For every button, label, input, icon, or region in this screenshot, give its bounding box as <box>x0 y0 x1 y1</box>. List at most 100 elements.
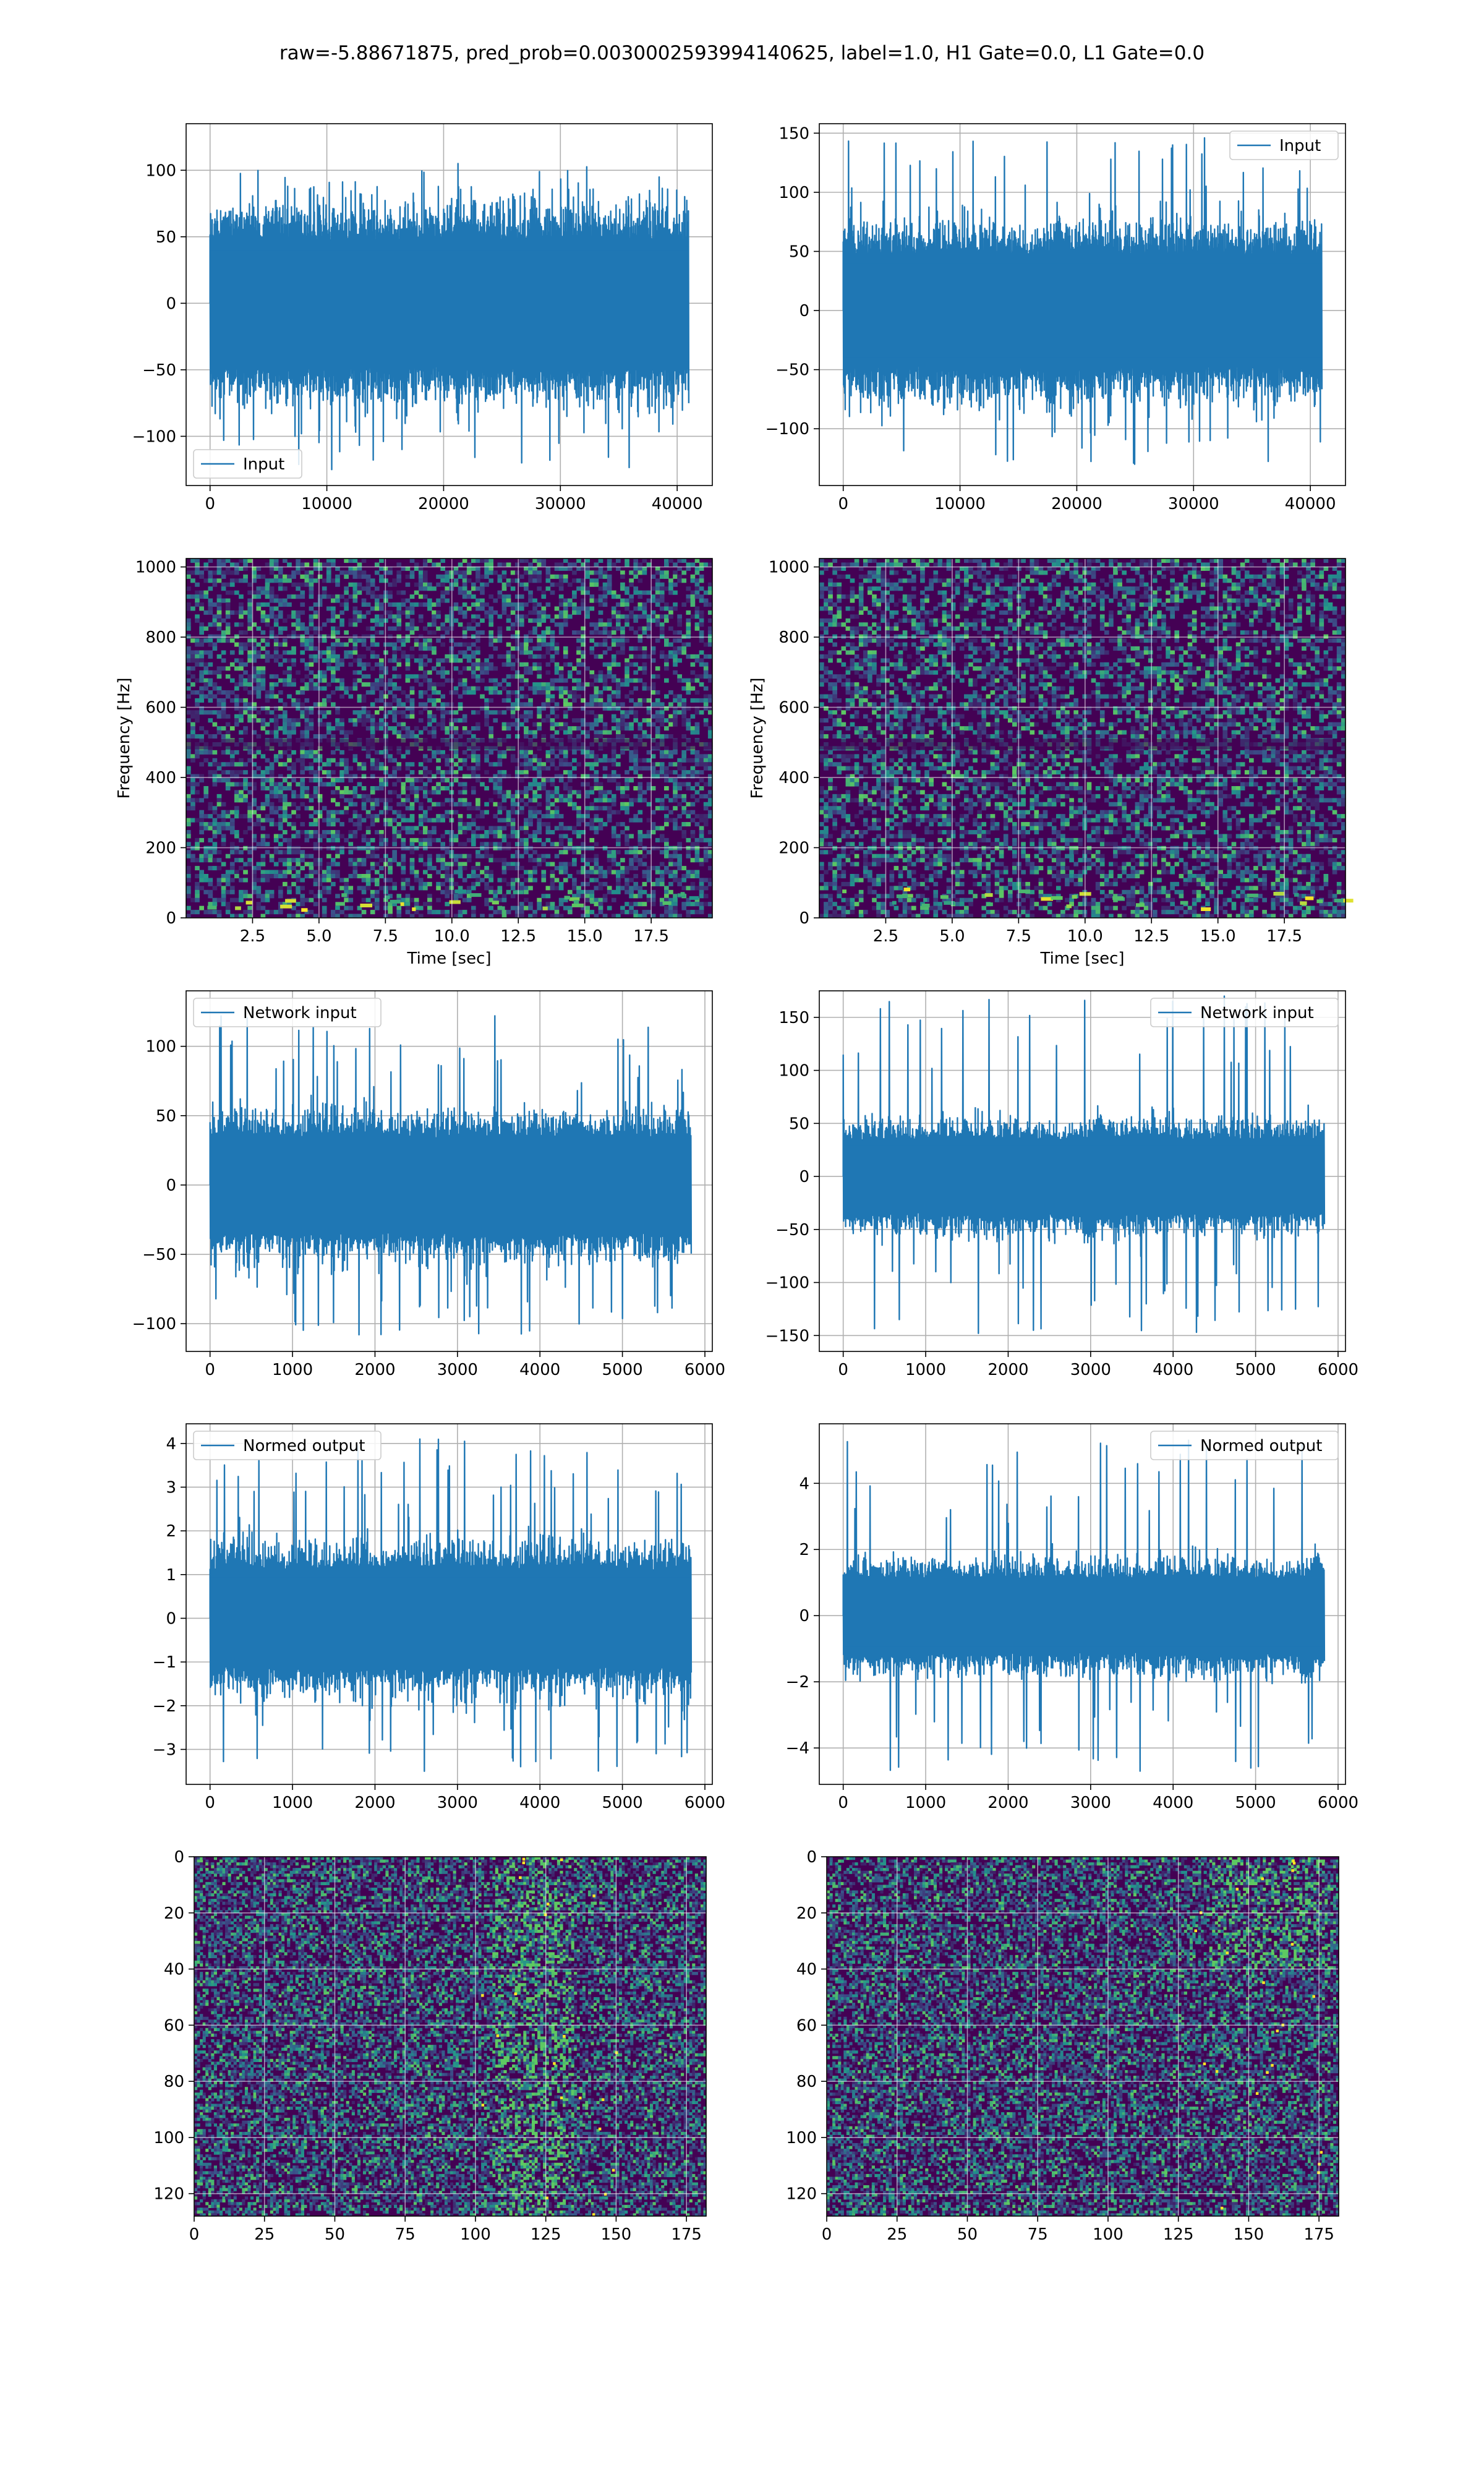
x-tick-label: 75 <box>395 2225 416 2244</box>
heatmap-hot-pixel <box>1276 2029 1279 2032</box>
tick-labels: 2.5 5.0 7.5 10.0 12.5 15.0 17.5 0 200 400 600 800 10… <box>769 559 1302 946</box>
y-tick-label: 20 <box>164 1904 184 1923</box>
heatmap-streak <box>680 892 685 896</box>
heatmap-hot-pixel <box>1312 1995 1315 1998</box>
x-tick-label: 0 <box>838 1361 848 1379</box>
x-tick-label: 15.0 <box>1200 927 1236 946</box>
y-tick-label: 1000 <box>769 559 809 577</box>
chart-spec-right: 2.5 5.0 7.5 10.0 12.5 15.0 17.5 0 200 400 600 800 10… <box>748 558 1354 968</box>
heatmap-cells <box>819 559 1354 918</box>
x-tick-label: 1000 <box>905 1361 946 1379</box>
x-tick-label: 5.0 <box>306 927 331 946</box>
y-tick-label: 0 <box>799 1607 809 1625</box>
axes-frame <box>186 558 713 918</box>
x-axis-label: Time [sec] <box>1039 949 1124 968</box>
x-tick-label: 4000 <box>519 1794 560 1812</box>
y-tick-label: 2 <box>166 1522 176 1541</box>
x-tick-label: 4000 <box>1153 1794 1193 1812</box>
x-tick-label: 6000 <box>1318 1361 1358 1379</box>
tick-labels: 0 10000 20000 30000 40000 −100 −50 0 50 100 150 <box>765 124 1336 513</box>
x-tick-label: 2000 <box>354 1794 395 1812</box>
x-tick-label: 0 <box>189 2225 200 2244</box>
tick-labels: 0 25 50 75 100 125 150 175 0 20 40 60 80 100 120 <box>153 1848 702 2244</box>
heatmap-streak <box>1305 896 1314 901</box>
axes-frame <box>186 123 713 486</box>
heatmap-streak <box>449 900 461 904</box>
heatmap-streak <box>341 893 346 897</box>
y-tick-label: 80 <box>796 2073 817 2091</box>
y-tick-label: 800 <box>778 628 809 647</box>
x-tick-label: 25 <box>254 2225 275 2244</box>
tick-labels: 2.5 5.0 7.5 10.0 12.5 15.0 17.5 0 200 400 600 800 10… <box>135 559 669 946</box>
legend-box <box>1150 998 1339 1027</box>
x-tick-label: 150 <box>601 2225 632 2244</box>
heatmap-hot-pixel <box>481 2104 485 2107</box>
x-tick-label: 30000 <box>535 495 586 513</box>
heatmap-hot-pixel <box>603 2193 607 2196</box>
axes-frame <box>186 1423 713 1785</box>
x-tick-label: 40000 <box>1285 495 1336 513</box>
y-tick-label: −50 <box>142 361 176 380</box>
y-tick-label: 100 <box>778 184 809 202</box>
x-tick-label: 20000 <box>418 495 469 513</box>
figure-suptitle: raw=-5.88671875, pred_prob=0.00300025939… <box>0 42 1484 64</box>
legend: Normed output <box>193 1431 382 1460</box>
heatmap-streak <box>842 889 846 894</box>
heatmap-streak <box>454 889 466 894</box>
chart-spec-left: 2.5 5.0 7.5 10.0 12.5 15.0 17.5 0 200 400 600 800 10… <box>115 558 713 968</box>
heatmap-streak <box>301 908 308 912</box>
grid-lines <box>819 559 1345 918</box>
heatmap-hot-pixel <box>545 2196 548 2199</box>
legend: Network input <box>193 998 382 1027</box>
tick-labels: 0 25 50 75 100 125 150 175 0 20 40 60 80 100 120 <box>786 1848 1334 2244</box>
heatmap-streak <box>1273 892 1285 896</box>
heatmap-streak <box>689 896 699 900</box>
heatmap-hot-pixel <box>1220 2206 1224 2210</box>
y-tick-label: 400 <box>778 769 809 787</box>
heatmap-streak <box>1300 901 1307 905</box>
x-tick-label: 2.5 <box>873 927 898 946</box>
series-band <box>843 1145 1324 1207</box>
y-tick-label: 400 <box>145 769 176 787</box>
legend: Normed output <box>1150 1431 1339 1460</box>
series-band <box>843 263 1322 357</box>
y-tick-label: −4 <box>786 1739 809 1758</box>
y-tick-label: 4 <box>166 1435 176 1453</box>
y-axis-label: Frequency [Hz] <box>115 677 134 798</box>
chart-feat-right: 0 25 50 75 100 125 150 175 0 20 40 60 80 100 120 <box>786 1848 1339 2244</box>
heatmap-hot-pixel <box>598 2127 602 2131</box>
x-tick-label: 5000 <box>1235 1794 1276 1812</box>
x-tick-label: 10.0 <box>434 927 470 946</box>
heatmap-streak <box>1072 895 1077 899</box>
heatmap-streak <box>335 902 345 906</box>
y-tick-label: 3 <box>166 1478 176 1497</box>
axes-frame <box>186 990 713 1352</box>
y-tick-label: −3 <box>153 1740 176 1759</box>
chart-norm-right: 0 1000 2000 3000 4000 5000 6000 −4 −2 0 2 4 Normed o… <box>786 1423 1358 1812</box>
heatmap-hot-pixel <box>1320 2151 1323 2154</box>
y-tick-label: 100 <box>786 2129 817 2147</box>
axes-frame <box>819 123 1346 486</box>
legend-label: Input <box>1279 137 1321 155</box>
y-tick-label: 40 <box>164 1961 184 1979</box>
heatmap-streak <box>571 903 584 907</box>
x-tick-label: 2000 <box>987 1361 1028 1379</box>
heatmap-hot-pixel <box>519 1876 522 1879</box>
heatmap-hot-pixel <box>1255 2092 1259 2095</box>
y-tick-label: 60 <box>796 2016 817 2035</box>
series-band <box>210 250 689 356</box>
heatmap-hot-pixel <box>1292 1859 1295 1862</box>
heatmap-streak <box>1066 904 1072 909</box>
x-tick-label: 15.0 <box>567 927 603 946</box>
y-tick-label: 0 <box>799 909 809 928</box>
y-tick-label: 0 <box>806 1848 817 1867</box>
y-tick-label: 600 <box>778 699 809 717</box>
x-tick-label: 175 <box>1303 2225 1334 2244</box>
y-tick-label: 20 <box>796 1904 817 1923</box>
heatmap-hot-pixel <box>1266 2071 1269 2074</box>
x-tick-label: 3000 <box>437 1794 478 1812</box>
y-tick-label: 600 <box>145 699 176 717</box>
heatmap-streak <box>1018 889 1030 894</box>
x-tick-label: 175 <box>671 2225 702 2244</box>
legend: Input <box>193 449 302 479</box>
